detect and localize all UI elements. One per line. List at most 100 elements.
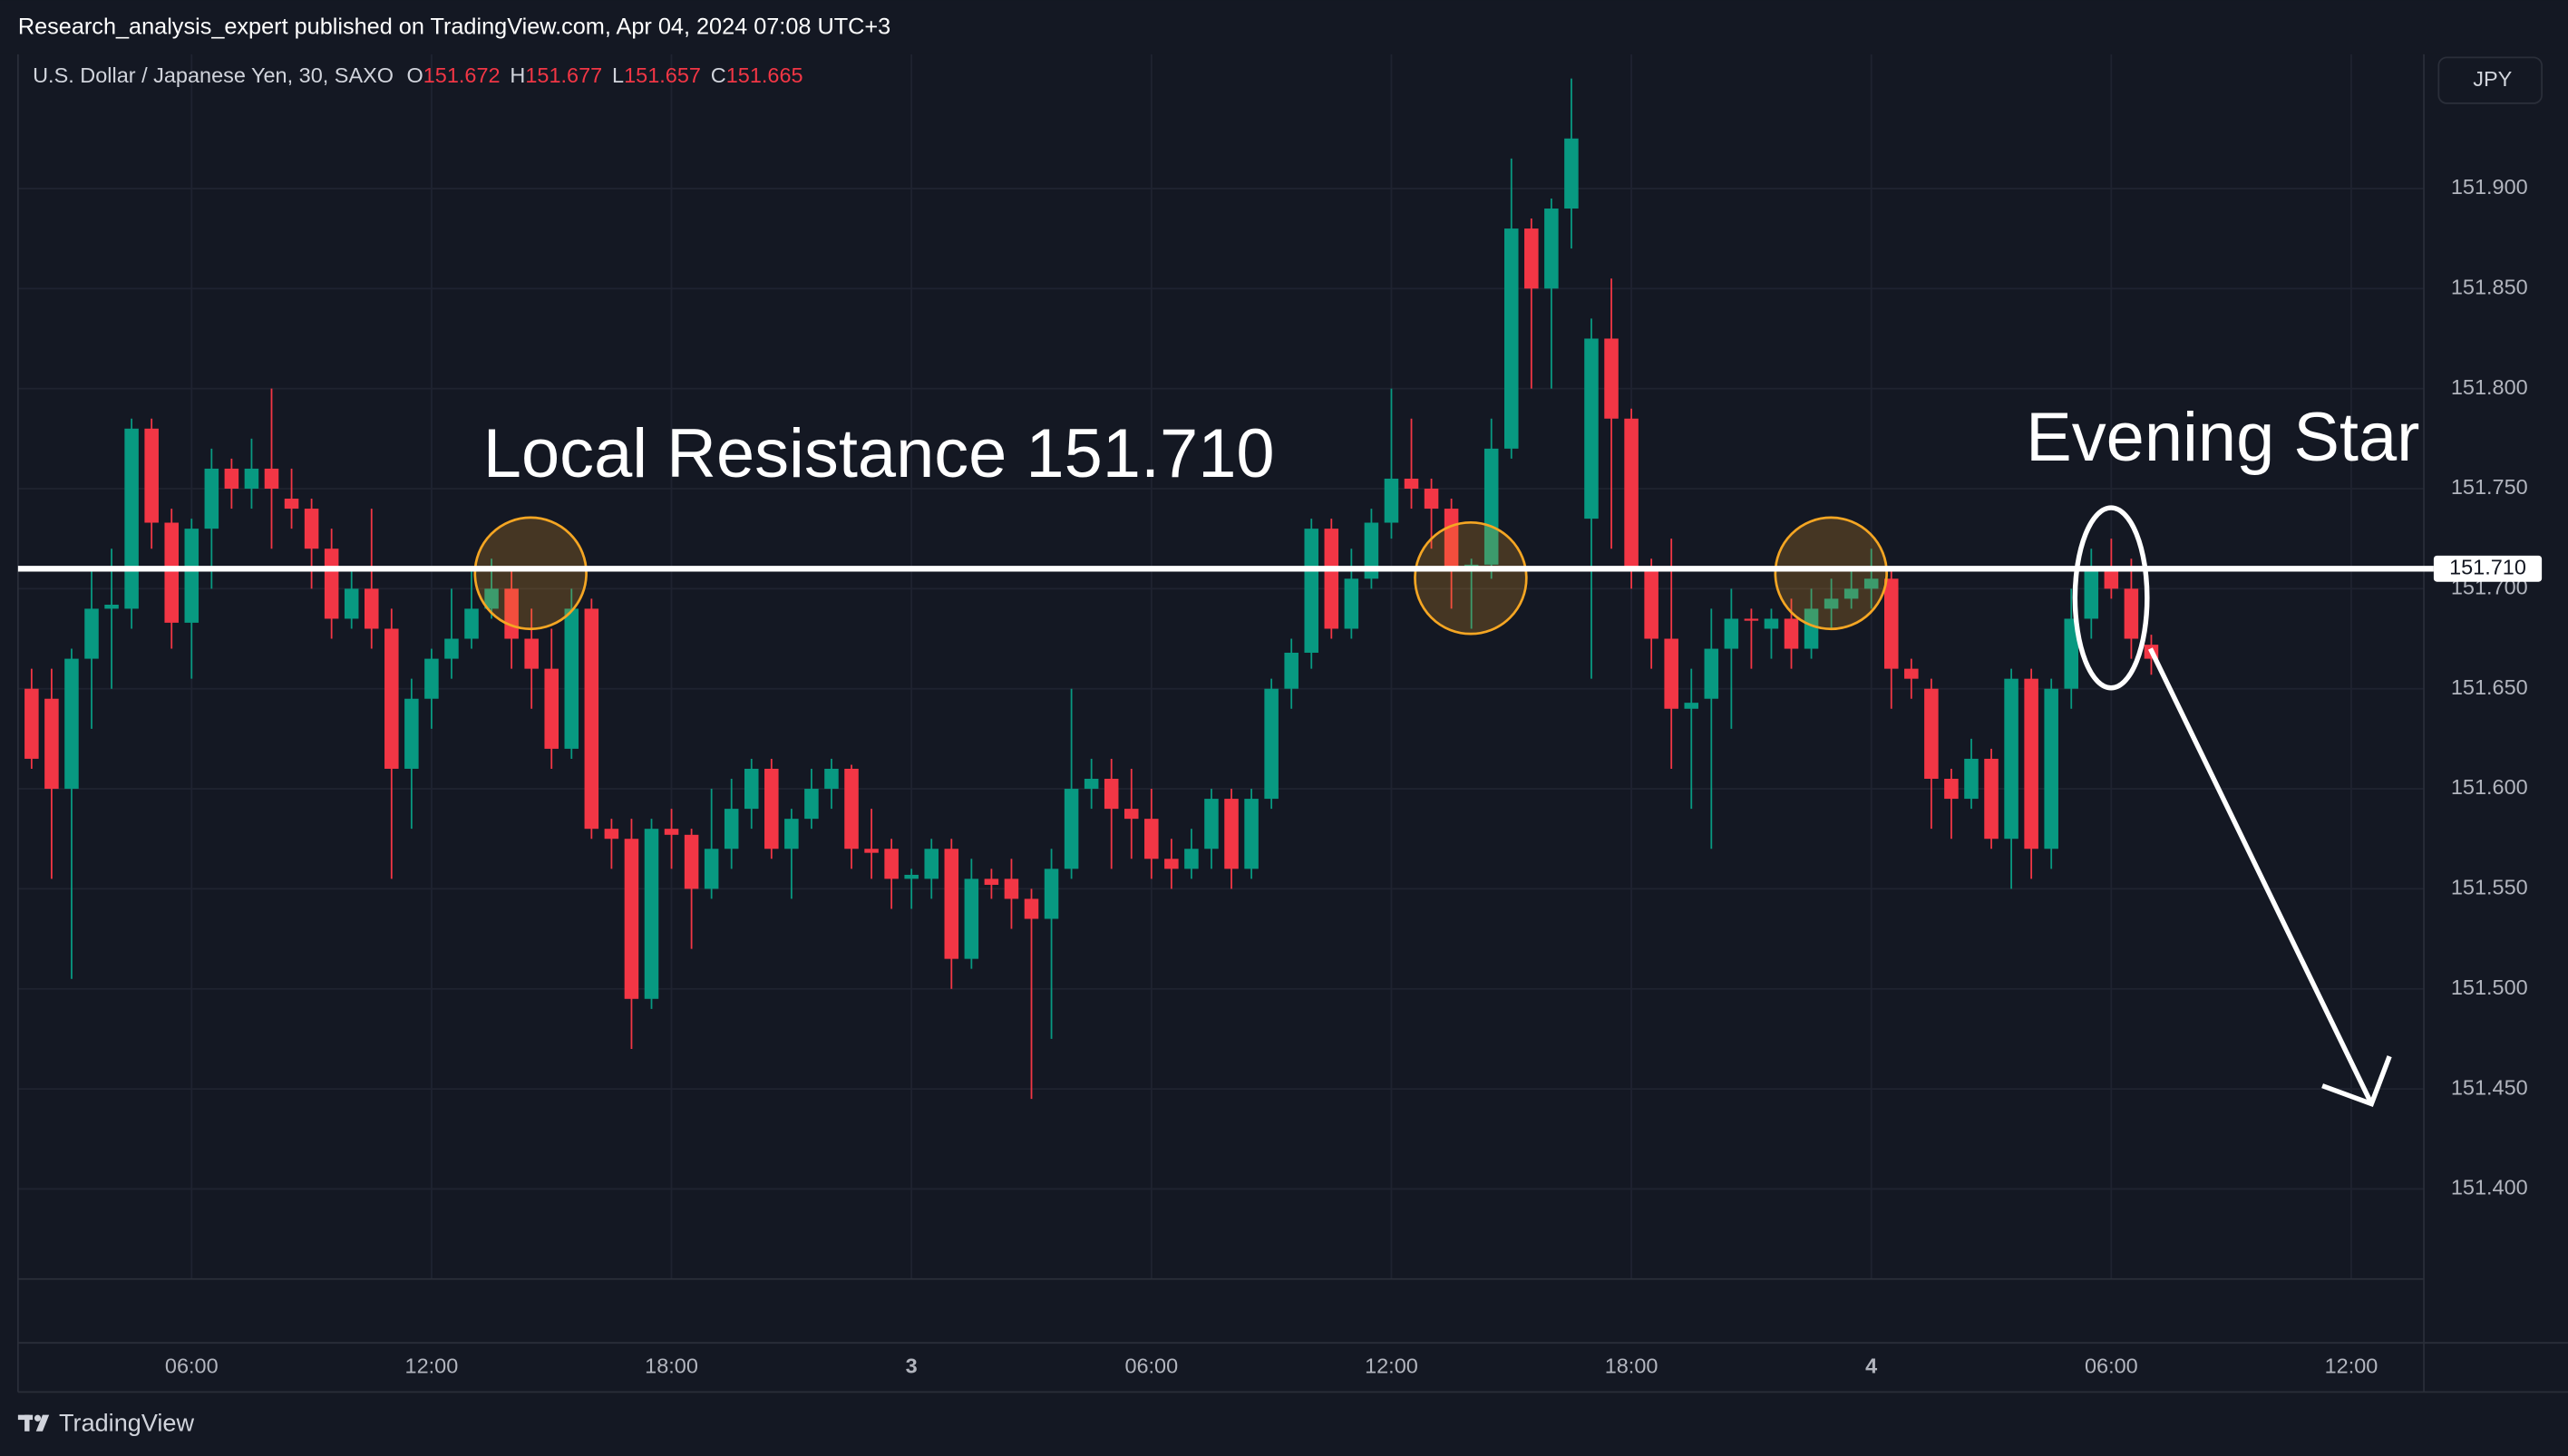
candle-body: [644, 829, 659, 999]
candle-body: [604, 829, 619, 840]
symbol: U.S. Dollar / Japanese Yen, 30, SAXO: [33, 63, 394, 87]
candle-body: [1044, 869, 1059, 919]
candle-body: [1124, 809, 1139, 820]
candle-body: [924, 849, 939, 879]
symbol-legend: U.S. Dollar / Japanese Yen, 30, SAXO O 151…: [33, 63, 802, 87]
candle-body: [1264, 688, 1279, 800]
candle-body: [1224, 799, 1239, 869]
x-tick-label: 06:00: [2085, 1354, 2138, 1377]
candle-body: [884, 849, 899, 879]
candle-body: [1304, 529, 1319, 653]
candle-body: [1424, 488, 1439, 510]
candle-body: [1904, 668, 1919, 679]
candle-body: [2004, 678, 2018, 840]
candle-body: [1704, 648, 1719, 699]
x-tick-label: 12:00: [2325, 1354, 2378, 1377]
candle-body: [1364, 522, 1379, 579]
legend-label: H: [510, 63, 525, 87]
y-tick-label: 151.900: [2451, 175, 2528, 199]
candle-body: [1544, 209, 1559, 289]
candle-body: [2024, 678, 2038, 849]
candle-body: [1284, 652, 1299, 689]
header-bar: [0, 0, 2568, 54]
candle-body: [1524, 228, 1539, 289]
candle-body: [384, 628, 399, 769]
candle-body: [264, 468, 279, 489]
brand: TradingView: [59, 1409, 194, 1437]
candle-body: [204, 468, 219, 529]
candle-body: [1984, 758, 1999, 840]
candle-body: [804, 789, 819, 820]
candle-body: [524, 638, 539, 669]
candle-body: [1664, 638, 1678, 709]
logo-part: [34, 1414, 42, 1422]
x-tick-label: 4: [1865, 1354, 1877, 1377]
brand-logo: [17, 1414, 50, 1432]
candle-body: [1503, 228, 1519, 449]
candle-body: [244, 468, 259, 489]
candle-body: [1324, 529, 1339, 629]
candle-body: [1404, 478, 1419, 489]
legend-label: O: [406, 63, 423, 87]
highlight-circle: [473, 516, 588, 631]
legend-label: C: [711, 63, 726, 87]
candle-body: [464, 608, 479, 639]
y-tick-label: 151.600: [2451, 775, 2528, 799]
candle-body: [364, 588, 379, 629]
currency[interactable]: JPY: [2473, 67, 2512, 91]
candle-body: [1064, 789, 1079, 869]
y-tick-label: 151.750: [2451, 475, 2528, 499]
candle-body: [1784, 618, 1799, 649]
candle-body: [784, 819, 799, 849]
candle-body: [904, 874, 919, 879]
candle-body: [664, 829, 679, 835]
candle-body: [1344, 578, 1359, 629]
arrow-shaft: [2148, 647, 2374, 1105]
logo-part: [24, 1414, 30, 1432]
logo-part: [35, 1414, 50, 1432]
resistance-price-label: 151.710: [2449, 555, 2526, 578]
candle-body: [184, 529, 199, 623]
candle-body: [2124, 588, 2139, 639]
x-tick-label: 18:00: [1605, 1354, 1658, 1377]
candle-body: [1744, 618, 1759, 621]
candle-body: [1944, 779, 1959, 800]
candle-body: [484, 588, 499, 609]
candle-body: [824, 768, 839, 790]
legend-value: 151.665: [726, 63, 803, 87]
currency-button[interactable]: [2437, 56, 2544, 104]
candle-body: [1824, 598, 1839, 609]
grid: [17, 53, 2425, 1279]
candle-body: [304, 509, 319, 549]
candle-body: [2044, 688, 2058, 849]
candle-body: [1564, 138, 1579, 209]
candle-body: [1104, 779, 1119, 810]
x-tick-label: 12:00: [1365, 1354, 1418, 1377]
candle-body: [764, 768, 779, 849]
candle-body: [1883, 578, 1899, 669]
candle-body: [584, 608, 599, 830]
candle-body: [444, 638, 459, 659]
candle-body: [964, 878, 979, 959]
candle-body: [44, 698, 59, 790]
candle-body: [844, 768, 859, 849]
candle-body: [944, 849, 959, 959]
candle-body: [1204, 799, 1219, 849]
candle-body: [864, 849, 879, 853]
candle-body: [624, 839, 639, 999]
y-tick-label: 151.400: [2451, 1176, 2528, 1199]
publisher: Research_analysis_expert published on Tr…: [18, 15, 890, 40]
x-tick-label: 3: [906, 1354, 918, 1377]
x-tick-label: 18:00: [645, 1354, 698, 1377]
candle-body: [744, 768, 759, 810]
candle-body: [1684, 703, 1699, 709]
y-tick-label: 151.450: [2451, 1075, 2528, 1099]
drawings: [473, 505, 2392, 1107]
candle-body: [2084, 568, 2099, 619]
candle-body: [1184, 849, 1199, 869]
candle-body: [1804, 608, 1819, 649]
y-tick-label: 151.850: [2451, 276, 2528, 299]
candle-body: [1024, 898, 1039, 919]
